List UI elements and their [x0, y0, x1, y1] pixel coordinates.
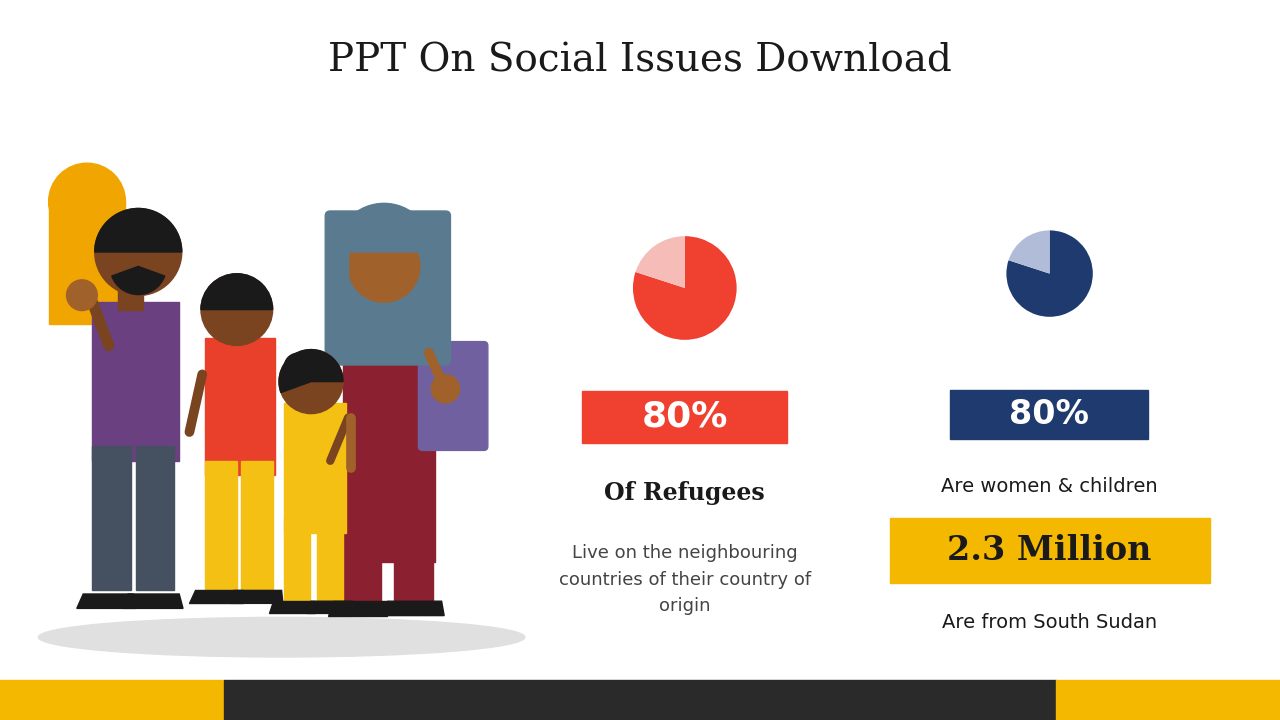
- Circle shape: [95, 209, 182, 295]
- Text: Are women & children: Are women & children: [941, 477, 1158, 495]
- Text: Of Refugees: Of Refugees: [604, 481, 765, 505]
- Wedge shape: [201, 274, 273, 310]
- Text: 2.3 Million: 2.3 Million: [947, 534, 1152, 567]
- FancyBboxPatch shape: [325, 211, 451, 365]
- Polygon shape: [77, 594, 136, 608]
- Bar: [335, 223, 348, 288]
- Bar: [228, 310, 247, 338]
- Bar: [303, 382, 320, 403]
- Ellipse shape: [38, 617, 525, 657]
- Circle shape: [201, 274, 273, 346]
- Circle shape: [49, 163, 125, 240]
- Polygon shape: [307, 601, 353, 613]
- Wedge shape: [634, 236, 737, 340]
- Polygon shape: [230, 590, 283, 603]
- Text: 80%: 80%: [1009, 398, 1089, 431]
- Wedge shape: [279, 350, 343, 392]
- Bar: [582, 391, 787, 443]
- Circle shape: [348, 230, 420, 302]
- Bar: [343, 302, 435, 562]
- Bar: [950, 390, 1148, 439]
- Polygon shape: [49, 202, 125, 324]
- Text: 80%: 80%: [641, 400, 728, 434]
- Text: Are from South Sudan: Are from South Sudan: [942, 613, 1157, 632]
- Polygon shape: [269, 601, 315, 613]
- Circle shape: [431, 374, 460, 403]
- Wedge shape: [335, 203, 433, 252]
- Circle shape: [284, 353, 312, 382]
- Bar: [136, 446, 174, 590]
- Polygon shape: [328, 601, 387, 616]
- Bar: [205, 461, 237, 590]
- Wedge shape: [95, 209, 182, 252]
- Bar: [1056, 680, 1280, 720]
- Bar: [284, 403, 346, 533]
- Wedge shape: [1009, 230, 1050, 274]
- Bar: [92, 446, 131, 590]
- Bar: [890, 518, 1210, 583]
- Wedge shape: [1006, 230, 1093, 317]
- Bar: [343, 547, 381, 605]
- Circle shape: [67, 280, 97, 310]
- Bar: [317, 518, 343, 605]
- FancyBboxPatch shape: [419, 341, 488, 451]
- Bar: [118, 281, 143, 310]
- Bar: [205, 338, 275, 475]
- Wedge shape: [635, 236, 685, 288]
- Polygon shape: [189, 590, 243, 603]
- Bar: [224, 680, 1056, 720]
- Wedge shape: [111, 266, 165, 294]
- Bar: [92, 302, 179, 461]
- Circle shape: [279, 350, 343, 413]
- Bar: [0, 680, 224, 720]
- Bar: [284, 518, 310, 605]
- Bar: [394, 547, 433, 605]
- Text: Live on the neighbouring
countries of their country of
origin: Live on the neighbouring countries of th…: [559, 544, 810, 615]
- Text: PPT On Social Issues Download: PPT On Social Issues Download: [328, 42, 952, 80]
- Polygon shape: [384, 601, 444, 616]
- Bar: [241, 461, 273, 590]
- Polygon shape: [123, 594, 183, 608]
